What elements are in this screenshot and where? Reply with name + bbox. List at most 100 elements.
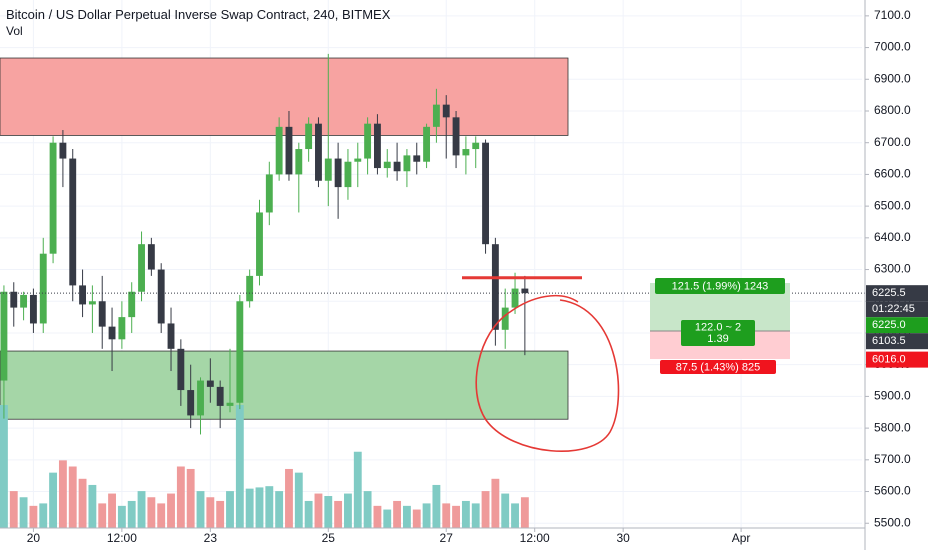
candle-body [197,380,204,416]
loss-label: 87.5 (1.43%) 825 [676,361,760,373]
volume-bar [275,491,284,528]
center-label: 122.0 ~ 2 [695,321,741,333]
volume-bar [363,491,372,528]
volume-bar [235,405,244,528]
candle-body [364,123,372,159]
volume-bar [0,405,8,528]
candle-body [98,301,106,327]
volume-bar [127,500,136,528]
volume-bar [393,500,402,528]
volume-bars [0,405,529,528]
volume-bar [520,497,529,528]
candle-body [275,126,283,175]
candle-body [39,253,47,324]
hand-drawn-circle [475,294,620,452]
x-tick-label: 20 [27,531,41,545]
candle-body [256,212,263,276]
volume-bar [353,451,362,528]
x-tick-label: 23 [204,531,218,545]
volume-bar [501,493,510,528]
price-label-box [866,285,928,302]
position-tool: 121.5 (1.99%) 1243 122.0 ~ 2 1.39 87.5 (… [650,278,790,374]
volume-bar [452,505,460,528]
volume-bar [314,493,323,528]
y-tick-label: 5600.0 [874,484,911,498]
candle-body [324,158,332,181]
price-label-box [866,351,928,368]
candle-body [69,158,77,286]
y-tick-label: 6800.0 [874,103,911,117]
zone [0,57,569,136]
candle-body [423,126,431,162]
candle-body [383,161,391,169]
volume-bar [117,505,126,528]
profit-label: 121.5 (1.99%) 1243 [672,280,769,292]
volume-bar [216,500,225,528]
volume-bar [471,503,480,528]
volume-bar [206,497,215,528]
zone [0,350,569,420]
center-label: 1.39 [707,333,728,345]
countdown: 01:22:45 [872,303,915,315]
price-axis-panel [865,0,932,550]
candle-body [49,142,57,254]
candle-body [147,244,155,270]
candle-body [285,126,293,175]
volume-bar [294,472,303,528]
x-tick-label: 25 [322,531,336,545]
candle-body [432,104,440,127]
x-tick-label: 30 [616,531,630,545]
price-label-box [866,333,928,350]
volume-bar [98,503,107,528]
candle-body [472,142,480,150]
volume-bar [88,484,97,528]
profit-label-box [655,278,785,294]
candle-body [206,380,214,387]
volume-bar [137,491,146,528]
x-tick-label: 27 [440,531,454,545]
y-tick-label: 5700.0 [874,452,911,466]
candle-body [482,142,489,245]
candle-body [452,117,460,156]
candle-body [59,142,67,159]
volume-bar [481,491,490,528]
volume-bar [324,496,333,528]
price-label: 6225.5 [872,287,906,299]
x-tick-label: 12:00 [107,531,137,545]
volume-bar [402,505,411,528]
y-tick-label: 5900.0 [874,389,911,403]
volume-bar [422,503,431,528]
volume-bar [49,472,58,528]
volume-bar [68,466,77,528]
volume-bar [147,497,156,528]
y-tick-label: 7100.0 [874,8,911,22]
volume-bar [255,487,264,528]
volume-bar [383,509,392,528]
volume-bar [432,484,441,528]
y-tick-label: 6500.0 [874,198,911,212]
x-tick-label: Apr [732,531,751,545]
volume-bar [58,460,67,528]
y-tick-label: 6300.0 [874,262,911,276]
candle-body [157,269,165,324]
volume-bar [412,509,421,528]
candle-body [511,288,519,308]
x-tick-label: 12:00 [520,531,550,545]
candle-body [305,123,313,150]
candle-body [373,123,381,169]
volume-bar [461,500,470,528]
candle-body [118,317,126,340]
y-tick-label: 5800.0 [874,420,911,434]
volume-bar [442,503,451,528]
candle-body [462,149,470,156]
candle-body [226,402,234,406]
volume-bar [9,491,18,528]
y-tick-label: 7000.0 [874,40,911,54]
center-label-box [681,320,755,346]
y-tick-label: 6900.0 [874,71,911,85]
y-tick-label: 6400.0 [874,230,911,244]
candle-body [403,155,411,172]
volume-bar [511,503,519,528]
candle-body [295,149,303,175]
